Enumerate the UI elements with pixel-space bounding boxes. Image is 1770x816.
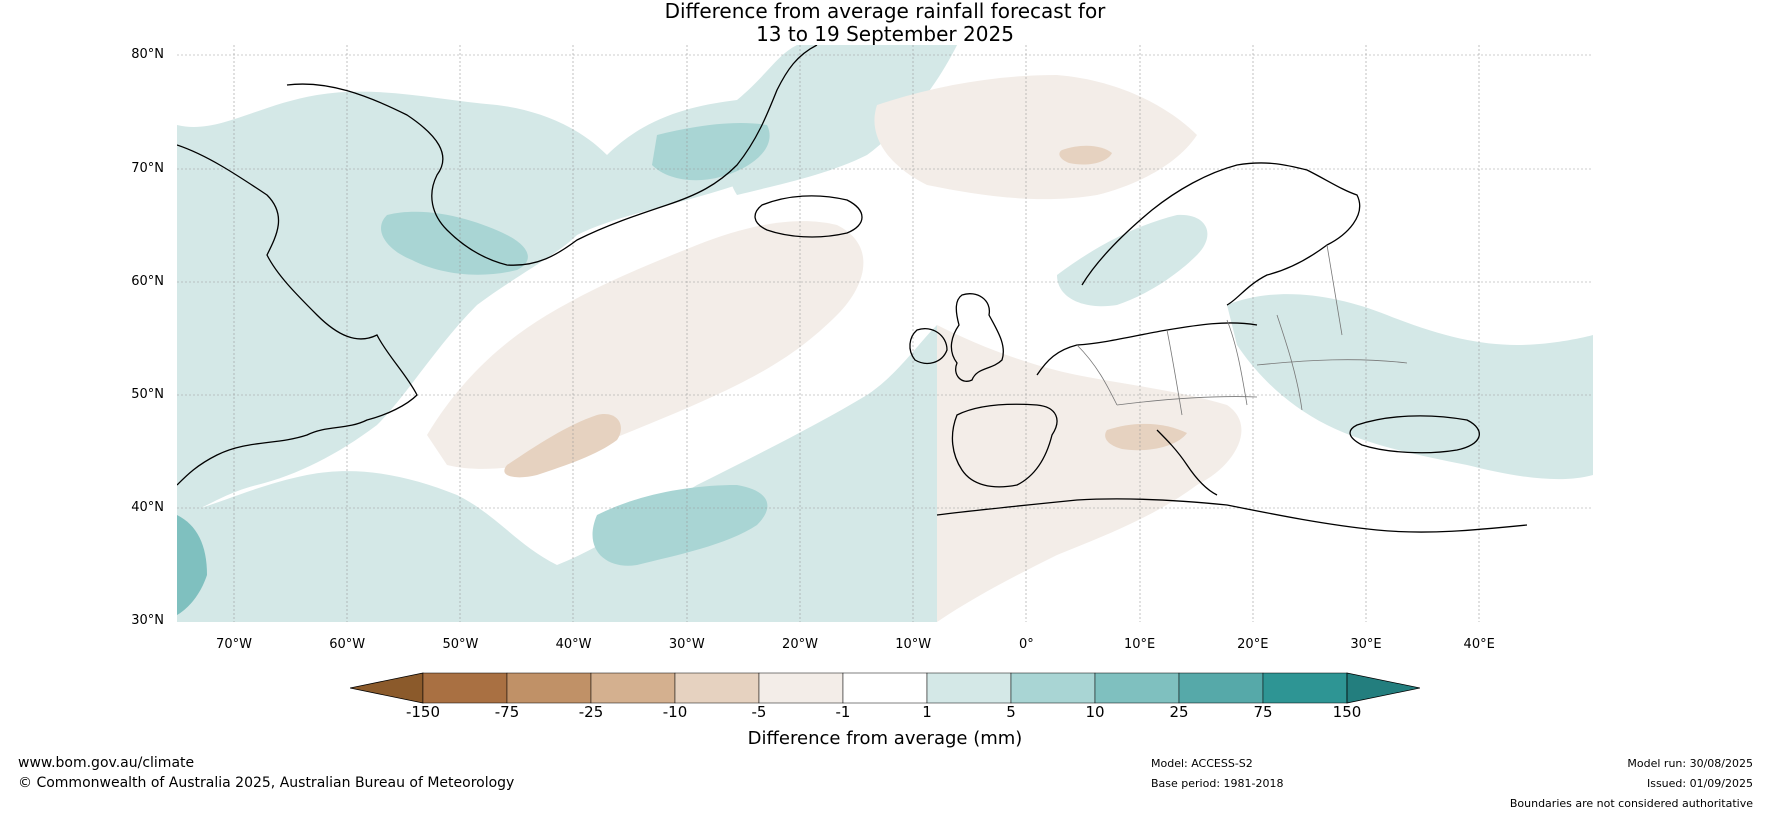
lon-label-70w: 70°W [216, 637, 252, 652]
coastline-europe-west [1036, 322, 1258, 376]
colorbar-tick-label: -25 [578, 703, 604, 721]
map-svg [177, 45, 1593, 622]
lon-label-30w: 30°W [668, 637, 705, 652]
coastline-iceland [754, 195, 863, 238]
wet-core-se-greenland [381, 211, 528, 275]
colorbar-tick-label: -75 [494, 703, 520, 721]
lat-label-30n: 30°N [131, 613, 164, 628]
lat-label-70n: 70°N [131, 161, 164, 176]
footer-model: Model: ACCESS-S2 [1151, 757, 1253, 770]
wet-region-subtropical-atlantic [177, 325, 937, 622]
lon-label-50w: 50°W [442, 637, 479, 652]
footer-issued: Issued: 01/09/2025 [1646, 777, 1753, 790]
colorbar-tick-label: 10 [1085, 703, 1105, 721]
lat-label-80n: 80°N [131, 47, 164, 62]
coastline-scandinavia [1081, 162, 1361, 306]
coastline-italy [1156, 429, 1218, 496]
footer-copyright: © Commonwealth of Australia 2025, Austra… [18, 775, 515, 791]
dry-region-norwegian-sea [874, 75, 1197, 200]
lon-label-20w: 20°W [782, 637, 818, 652]
lon-label-40w: 40°W [555, 637, 592, 652]
colorbar-bin [674, 672, 760, 704]
footer-disclaimer: Boundaries are not considered authoritat… [1509, 797, 1753, 810]
dry-region-mid-atlantic [427, 221, 864, 469]
lat-label-50n: 50°N [131, 387, 164, 402]
colorbar-svg [349, 672, 1421, 704]
colorbar-tick-label: 1 [922, 703, 932, 721]
colorbar-bin [1178, 672, 1264, 704]
colorbar-extension-low [349, 672, 424, 704]
map-title-block: Difference from average rainfall forecas… [0, 0, 1770, 46]
coastline-labrador [177, 144, 418, 486]
lon-label-60w: 60°W [329, 637, 366, 652]
colorbar-tick-label: 5 [1006, 703, 1016, 721]
colorbar-tick-label: 25 [1169, 703, 1189, 721]
anomaly-shading [177, 45, 1593, 622]
wet-region-greenland-sea [729, 45, 957, 195]
colorbar-tick-label: -10 [662, 703, 688, 721]
wet-core-subtropical [592, 485, 768, 566]
colorbar-tick-label: -1 [835, 703, 851, 721]
colorbar-bin [1262, 672, 1348, 704]
lon-label-40e: 40°E [1463, 637, 1495, 652]
lat-label-40n: 40°N [131, 500, 164, 515]
rainfall-anomaly-map [177, 45, 1593, 622]
colorbar-tick-label: -150 [405, 703, 441, 721]
dry-core-alps [1105, 423, 1187, 451]
coastlines [177, 45, 1528, 533]
colorbar-bin [842, 672, 928, 704]
graticule [177, 45, 1593, 622]
dry-core-mid-atlantic [504, 414, 621, 478]
colorbar-bin [758, 672, 844, 704]
colorbar-tick-label: -5 [751, 703, 767, 721]
colorbar-extension-high [1346, 672, 1421, 704]
dry-region-nw-africa-iberia [937, 325, 1242, 622]
title-line-2: 13 to 19 September 2025 [756, 22, 1014, 46]
wet-region-east-europe [1227, 294, 1593, 480]
colorbar-title: Difference from average (mm) [747, 728, 1023, 749]
wet-region-scandinavia [1057, 214, 1208, 307]
colorbar-bin [1094, 672, 1180, 704]
coastline-britain [950, 293, 1004, 382]
coastline-ireland [909, 328, 948, 364]
coastline-mediterranean-south [936, 498, 1528, 533]
colorbar-bin [422, 672, 508, 704]
colorbar-bin [1010, 672, 1096, 704]
colorbar-bin [926, 672, 1012, 704]
colorbar-bin [506, 672, 592, 704]
lon-label-0: 0° [1019, 637, 1034, 652]
lon-label-10w: 10°W [895, 637, 932, 652]
country-borders [1076, 244, 1408, 416]
footer-model-run: Model run: 30/08/2025 [1627, 757, 1753, 770]
colorbar-tick-label: 150 [1332, 703, 1362, 721]
colorbar-tick-label: 75 [1253, 703, 1273, 721]
lon-label-30e: 30°E [1350, 637, 1382, 652]
footer-base-period: Base period: 1981-2018 [1151, 777, 1284, 790]
footer-website[interactable]: www.bom.gov.au/climate [18, 755, 195, 771]
coastline-black-sea [1349, 415, 1480, 454]
lon-label-10e: 10°E [1123, 637, 1156, 652]
colorbar [349, 672, 1421, 704]
dry-core-norwegian-sea [1059, 145, 1112, 165]
wet-core-sw-corner [177, 515, 207, 615]
wet-core-east-greenland [652, 123, 770, 181]
title-line-1: Difference from average rainfall forecas… [664, 0, 1106, 23]
lon-label-20e: 20°E [1237, 637, 1269, 652]
lat-label-60n: 60°N [131, 274, 164, 289]
coastline-iberia [951, 403, 1058, 488]
colorbar-bin [590, 672, 676, 704]
coastline-greenland [286, 45, 818, 266]
